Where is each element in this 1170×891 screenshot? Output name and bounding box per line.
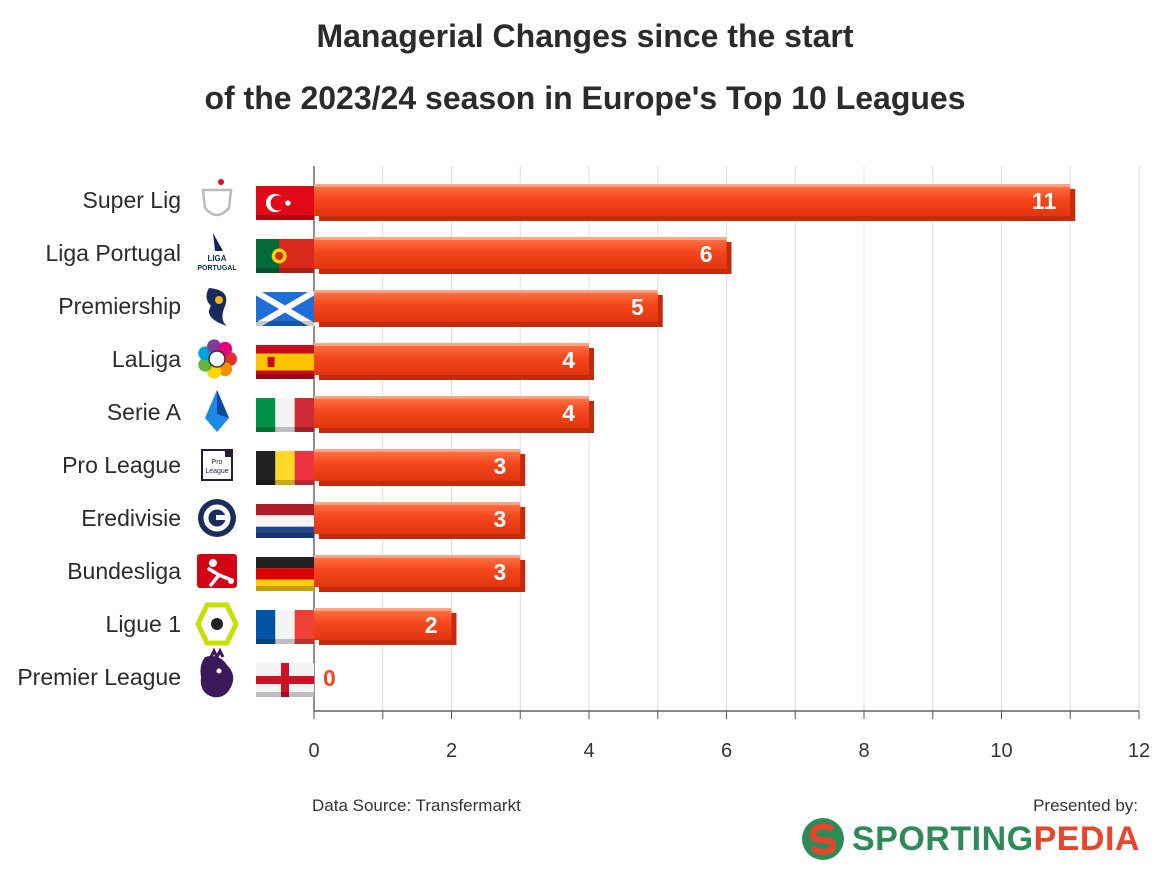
super-lig-logo-icon: [201, 179, 233, 217]
x-tick-label: 10: [990, 740, 1012, 762]
spfl-premiership-logo-icon: [206, 288, 227, 326]
pro-league-logo-icon: Pro League: [201, 449, 233, 481]
turkey-flag-icon: [256, 186, 314, 220]
rows-layer: Super Lig 11 Liga Portugal LIGA PORTUGAL 6 Pre…: [17, 179, 1076, 698]
bar: [314, 237, 732, 274]
bar: [314, 502, 526, 539]
value-label: 3: [493, 453, 506, 479]
serie-a-logo-icon: [205, 390, 229, 432]
value-label: 5: [631, 294, 644, 320]
ligue-1-logo-icon: [195, 602, 239, 646]
value-label: 0: [323, 665, 336, 691]
chart-row: Premier League 0: [17, 647, 336, 698]
x-tick-label: 4: [583, 740, 594, 762]
chart-row: Ligue 1 2: [106, 602, 457, 646]
netherlands-flag-icon: [256, 504, 314, 538]
chart-row: Premiership 5: [58, 288, 663, 329]
bar: [314, 555, 526, 592]
italy-flag-icon: [256, 398, 314, 432]
category-label: Eredivisie: [81, 505, 181, 531]
chart-title-line-1: Managerial Changes since the start: [316, 18, 854, 54]
spain-flag-icon: [256, 345, 314, 379]
france-flag-icon: [256, 610, 314, 644]
category-label: LaLiga: [112, 346, 181, 372]
category-label: Liga Portugal: [45, 240, 181, 266]
x-tick-label: 0: [308, 740, 319, 762]
germany-flag-icon: [256, 557, 314, 591]
chart-row: Bundesliga 3: [67, 554, 526, 592]
category-label: Premiership: [58, 293, 181, 319]
chart-title-line-2: of the 2023/24 season in Europe's Top 10…: [204, 80, 966, 116]
chart-row: Serie A 4: [107, 390, 594, 433]
bar: [314, 343, 594, 380]
brand-name-part-1: SPORTING: [852, 820, 1034, 858]
value-label: 3: [493, 559, 506, 585]
category-label: Super Lig: [83, 187, 181, 213]
value-label: 4: [562, 400, 575, 426]
eredivisie-logo-icon: [198, 499, 236, 537]
premier-league-logo-icon: [200, 647, 234, 698]
value-label: 4: [562, 347, 575, 373]
data-source-note: Data Source: Transfermarkt: [312, 796, 521, 815]
bar: [314, 608, 457, 645]
england-flag-icon: [256, 663, 314, 697]
x-tick-label: 12: [1128, 740, 1150, 762]
bundesliga-logo-icon: [197, 554, 237, 588]
category-label: Serie A: [107, 399, 182, 425]
x-tick-label: 8: [858, 740, 869, 762]
svg-text:PORTUGAL: PORTUGAL: [197, 265, 237, 272]
value-label: 3: [493, 506, 506, 532]
value-label: 6: [700, 241, 713, 267]
scotland-flag-icon: [254, 289, 316, 329]
brand-name-part-2: PEDIA: [1033, 820, 1140, 858]
svg-text:League: League: [205, 468, 228, 475]
belgium-flag-icon: [256, 451, 314, 485]
category-label: Premier League: [17, 664, 181, 690]
bar: [314, 290, 663, 327]
bar: [314, 184, 1076, 221]
presented-by-label: Presented by:: [1033, 796, 1138, 815]
bar: [314, 396, 594, 433]
sportingpedia-logo-icon: [802, 818, 844, 860]
chart-row: LaLiga 4: [112, 339, 594, 380]
x-tick-label: 2: [446, 740, 457, 762]
category-label: Pro League: [62, 452, 181, 478]
value-label: 11: [1032, 188, 1057, 214]
chart-row: Liga Portugal LIGA PORTUGAL 6: [45, 233, 732, 274]
chart-row: Eredivisie 3: [81, 499, 526, 539]
value-label: 2: [425, 612, 438, 638]
sportingpedia-brand: SPORTINGPEDIA: [800, 814, 1140, 864]
x-tick-label: 6: [721, 740, 732, 762]
svg-text:Pro: Pro: [212, 459, 223, 466]
category-label: Ligue 1: [106, 611, 181, 637]
portugal-flag-icon: [256, 239, 314, 273]
chart-row: Super Lig 11: [83, 179, 1076, 221]
laliga-logo-icon: [198, 339, 237, 379]
category-label: Bundesliga: [67, 558, 181, 584]
svg-text:LIGA: LIGA: [207, 254, 226, 263]
liga-portugal-logo-icon: LIGA PORTUGAL: [197, 233, 237, 272]
bar: [314, 449, 526, 486]
